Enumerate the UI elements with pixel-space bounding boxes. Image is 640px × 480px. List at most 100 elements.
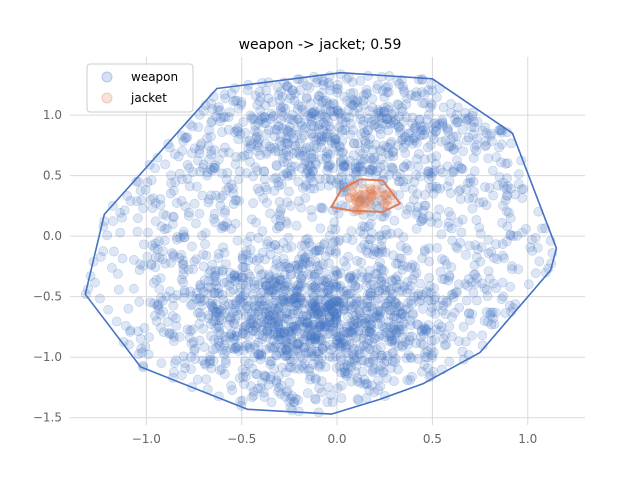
weapon-point (196, 296, 207, 307)
weapon-point (263, 379, 274, 390)
weapon-point (372, 122, 383, 133)
weapon-point (178, 351, 189, 362)
weapon-point (341, 371, 352, 381)
weapon-point (304, 82, 315, 93)
weapon-point (209, 287, 220, 298)
weapon-point (406, 371, 417, 382)
weapon-point (296, 133, 307, 144)
weapon-point (288, 293, 299, 304)
weapon-point (238, 272, 249, 283)
weapon-point (263, 93, 274, 104)
weapon-point (280, 216, 291, 227)
weapon-point (275, 334, 286, 345)
weapon-point (344, 272, 355, 282)
weapon-point (381, 322, 392, 333)
weapon-point (374, 313, 385, 324)
weapon-point (134, 296, 145, 307)
weapon-point (309, 297, 320, 308)
x-tick-label: −1.0 (132, 432, 161, 446)
weapon-point (306, 269, 317, 280)
weapon-point (347, 235, 358, 246)
weapon-point (172, 232, 183, 242)
weapon-point (467, 203, 478, 214)
weapon-point (338, 147, 348, 158)
weapon-point (355, 146, 365, 156)
weapon-point (438, 121, 448, 131)
weapon-point (258, 387, 269, 398)
weapon-point (231, 195, 242, 206)
weapon-point (340, 366, 351, 376)
weapon-point (214, 288, 224, 298)
weapon-point (291, 298, 302, 308)
weapon-point (388, 348, 398, 358)
weapon-point (376, 350, 386, 361)
weapon-point (261, 325, 272, 336)
weapon-point (300, 121, 311, 132)
hulls (84, 71, 558, 415)
weapon-point (302, 310, 312, 321)
weapon-point (319, 238, 330, 249)
weapon-point (358, 90, 369, 101)
weapon-point (518, 184, 529, 194)
weapon-point (348, 299, 359, 310)
weapon-point (394, 253, 405, 263)
weapon-point (355, 377, 366, 388)
weapon-point (176, 370, 187, 381)
weapon-point (394, 286, 405, 297)
weapon-point (437, 274, 448, 284)
weapon-point (138, 239, 149, 250)
weapon-point (383, 316, 394, 327)
weapon-point (231, 125, 242, 135)
weapon-point (373, 286, 384, 297)
weapon-point (183, 264, 194, 275)
weapon-point (282, 82, 293, 93)
weapon-point (471, 215, 482, 225)
weapon-point (427, 100, 437, 111)
weapon-point (318, 287, 329, 298)
weapon-point (498, 181, 509, 192)
weapon-point (300, 316, 310, 327)
weapon-point (300, 145, 310, 156)
weapon-point (379, 102, 390, 113)
weapon-point (233, 134, 244, 145)
weapon-point (294, 293, 305, 304)
weapon-point (369, 312, 379, 323)
weapon-point (429, 294, 440, 305)
weapon-point (494, 142, 504, 153)
weapon-point (196, 230, 207, 241)
weapon-point (246, 314, 257, 325)
weapon-point (266, 276, 277, 287)
weapon-point (337, 330, 348, 341)
weapon-point (501, 206, 512, 216)
weapon-point (450, 287, 461, 298)
weapon-point (386, 162, 397, 173)
weapon-point (486, 319, 497, 330)
weapon-point (313, 298, 324, 309)
weapon-point (209, 288, 219, 298)
weapon-point (291, 147, 302, 157)
weapon-point (268, 301, 279, 311)
weapon-point (354, 305, 365, 316)
weapon-point (492, 180, 503, 191)
weapon-point (190, 218, 201, 229)
weapon-point (269, 329, 280, 340)
weapon-point (366, 227, 377, 238)
weapon-point (378, 367, 389, 378)
weapon-point (245, 244, 256, 255)
weapon-point (300, 292, 311, 303)
weapon-point (392, 364, 403, 375)
weapon-point (270, 289, 281, 300)
weapon-point (436, 321, 447, 332)
weapon-point (443, 217, 454, 228)
weapon-point (254, 186, 265, 197)
weapon-point (226, 328, 237, 339)
weapon-point (229, 270, 240, 281)
weapon-point (285, 200, 296, 211)
weapon-point (381, 356, 392, 367)
weapon-point (271, 295, 282, 306)
weapon-point (350, 281, 361, 292)
weapon-point (184, 119, 195, 130)
weapon-point (306, 108, 317, 119)
weapon-point (309, 121, 319, 132)
weapon-point (304, 237, 314, 248)
